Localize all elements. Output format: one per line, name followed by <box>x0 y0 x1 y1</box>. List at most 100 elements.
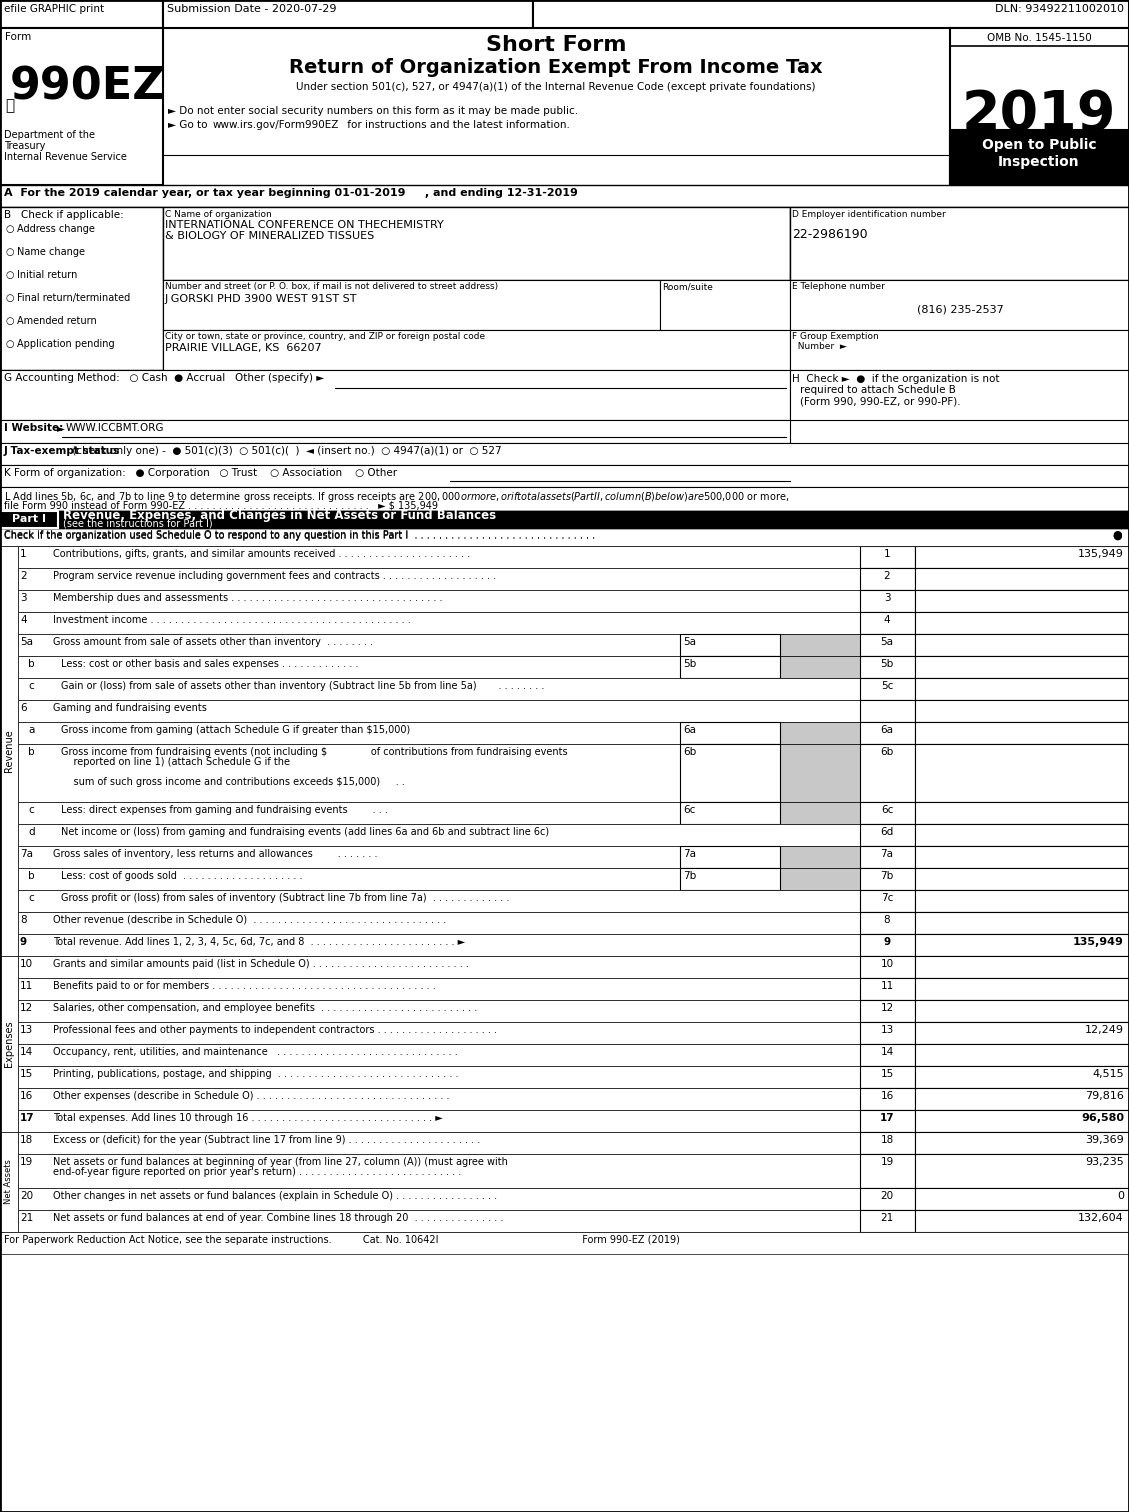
Text: PRAIRIE VILLAGE, KS  66207: PRAIRIE VILLAGE, KS 66207 <box>165 343 322 352</box>
Bar <box>914 1210 1129 1232</box>
Text: Under section 501(c), 527, or 4947(a)(1) of the Internal Revenue Code (except pr: Under section 501(c), 527, or 4947(a)(1)… <box>296 82 816 92</box>
Text: 4,515: 4,515 <box>1093 1069 1124 1080</box>
Bar <box>914 612 1129 634</box>
Text: Other revenue (describe in Schedule O)  . . . . . . . . . . . . . . . . . . . . : Other revenue (describe in Schedule O) .… <box>53 915 446 925</box>
Text: 5b: 5b <box>881 659 894 668</box>
Text: 5a: 5a <box>20 637 33 647</box>
Bar <box>914 569 1129 590</box>
Text: WWW.ICCBMT.ORG: WWW.ICCBMT.ORG <box>65 423 165 432</box>
Text: Check if the organization used Schedule O to respond to any question in this Par: Check if the organization used Schedule … <box>5 531 595 541</box>
Bar <box>914 956 1129 978</box>
Bar <box>18 677 860 700</box>
Text: Part I: Part I <box>12 514 46 525</box>
Text: file Form 990 instead of Form 990-EZ . . . . . . . . . . . . . . . . . . . . . .: file Form 990 instead of Form 990-EZ . .… <box>5 500 438 511</box>
Bar <box>790 207 1129 280</box>
Text: ○: ○ <box>6 339 15 349</box>
Bar <box>680 847 780 868</box>
Bar <box>660 280 790 330</box>
Text: 3: 3 <box>20 593 27 603</box>
Text: Printing, publications, postage, and shipping  . . . . . . . . . . . . . . . . .: Printing, publications, postage, and shi… <box>53 1069 458 1080</box>
Bar <box>914 634 1129 656</box>
Bar <box>790 370 1129 420</box>
Text: Internal Revenue Service: Internal Revenue Service <box>5 153 126 162</box>
Bar <box>914 978 1129 999</box>
Text: 5c: 5c <box>881 680 893 691</box>
Text: ○: ○ <box>6 271 15 280</box>
Bar <box>18 868 860 891</box>
Bar <box>860 1089 914 1110</box>
Text: INTERNATIONAL CONFERENCE ON THECHEMISTRY: INTERNATIONAL CONFERENCE ON THECHEMISTRY <box>165 221 444 230</box>
Bar <box>18 634 860 656</box>
Bar <box>0 466 1129 487</box>
Text: 4: 4 <box>20 615 27 624</box>
Text: 96,580: 96,580 <box>1080 1113 1124 1123</box>
Text: 16: 16 <box>881 1092 894 1101</box>
Text: 135,949: 135,949 <box>1074 937 1124 947</box>
Text: For Paperwork Reduction Act Notice, see the separate instructions.          Cat.: For Paperwork Reduction Act Notice, see … <box>5 1235 680 1244</box>
Text: b: b <box>28 659 35 668</box>
Text: 990EZ: 990EZ <box>10 65 166 107</box>
Text: 6: 6 <box>20 703 27 714</box>
Text: 12: 12 <box>881 1002 894 1013</box>
Bar <box>18 891 860 912</box>
Bar <box>18 824 860 847</box>
Bar <box>860 569 914 590</box>
Bar <box>780 723 860 744</box>
Text: Gross income from gaming (attach Schedule G if greater than $15,000): Gross income from gaming (attach Schedul… <box>61 724 436 735</box>
Bar <box>18 1110 860 1132</box>
Bar <box>0 528 1129 546</box>
Text: 13: 13 <box>881 1025 894 1036</box>
Text: Net assets or fund balances at beginning of year (from line 27, column (A)) (mus: Net assets or fund balances at beginning… <box>53 1157 508 1167</box>
Text: Gross amount from sale of assets other than inventory  . . . . . . . .: Gross amount from sale of assets other t… <box>53 637 373 647</box>
Text: (see the instructions for Part I): (see the instructions for Part I) <box>63 522 212 531</box>
Text: ○: ○ <box>6 224 15 234</box>
Text: 19: 19 <box>20 1157 33 1167</box>
Text: ►: ► <box>56 423 65 432</box>
Bar <box>914 700 1129 723</box>
Bar <box>860 634 914 656</box>
Text: 6c: 6c <box>683 804 695 815</box>
Text: Net Assets: Net Assets <box>5 1160 14 1205</box>
Text: 12: 12 <box>20 1002 33 1013</box>
Text: Open to Public: Open to Public <box>982 138 1096 153</box>
Text: Investment income . . . . . . . . . . . . . . . . . . . . . . . . . . . . . . . : Investment income . . . . . . . . . . . … <box>53 615 411 624</box>
Bar <box>914 590 1129 612</box>
Text: Revenue, Expenses, and Changes in Net Assets or Fund Balances: Revenue, Expenses, and Changes in Net As… <box>63 513 470 523</box>
Text: A  For the 2019 calendar year, or tax year beginning 01-01-2019     , and ending: A For the 2019 calendar year, or tax yea… <box>5 187 578 198</box>
Text: 6a: 6a <box>881 724 893 735</box>
Text: Amended return: Amended return <box>17 316 97 327</box>
Text: (Form 990, 990-EZ, or 990-PF).: (Form 990, 990-EZ, or 990-PF). <box>800 396 961 407</box>
Bar <box>18 744 860 801</box>
Text: Number  ►: Number ► <box>793 342 847 351</box>
Bar <box>914 824 1129 847</box>
Bar <box>18 999 860 1022</box>
Bar <box>914 1043 1129 1066</box>
Text: 7b: 7b <box>881 871 894 881</box>
Text: Program service revenue including government fees and contracts . . . . . . . . : Program service revenue including govern… <box>53 572 496 581</box>
Bar <box>860 656 914 677</box>
Text: 19: 19 <box>881 1157 894 1167</box>
Text: 7a: 7a <box>881 850 893 859</box>
Bar <box>790 330 1129 370</box>
Bar <box>860 546 914 569</box>
Bar <box>860 744 914 801</box>
Text: 15: 15 <box>881 1069 894 1080</box>
Bar <box>860 868 914 891</box>
Text: 4: 4 <box>884 615 891 624</box>
Bar <box>0 528 1129 546</box>
Text: (816) 235-2537: (816) 235-2537 <box>917 305 1004 314</box>
Bar <box>18 978 860 999</box>
Bar <box>163 280 660 330</box>
Bar <box>18 934 860 956</box>
Text: 0: 0 <box>1117 1191 1124 1201</box>
Text: 6b: 6b <box>683 747 697 758</box>
Bar <box>18 1188 860 1210</box>
Bar <box>18 1154 860 1188</box>
Text: Revenue, Expenses, and Changes in Net Assets or Fund Balances: Revenue, Expenses, and Changes in Net As… <box>63 510 496 523</box>
Bar <box>18 700 860 723</box>
Bar <box>914 999 1129 1022</box>
Bar <box>163 0 533 29</box>
Bar <box>860 891 914 912</box>
Text: required to attach Schedule B: required to attach Schedule B <box>800 386 956 395</box>
Text: 10: 10 <box>20 959 33 969</box>
